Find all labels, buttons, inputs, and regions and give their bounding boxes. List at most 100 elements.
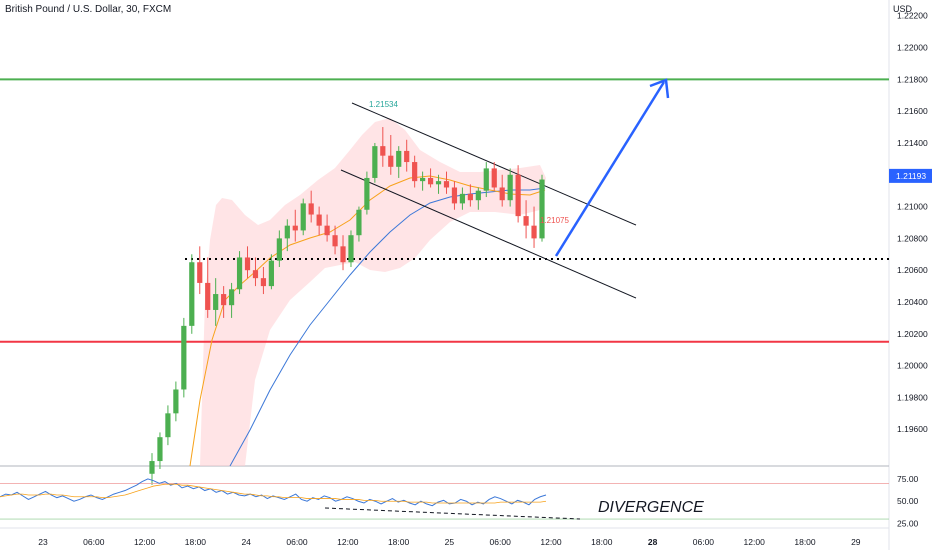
candle-body-12 [244,257,251,271]
candle-body-7 [205,282,211,310]
rsi-signal-line [0,483,547,504]
candle-body-43 [491,168,497,188]
candle-body-28 [372,146,378,178]
low-label: 1.21075 [540,216,569,225]
price-tick-7: 1.20800 [897,233,928,243]
time-tick-10: 12:00 [540,537,562,547]
candle-body-34 [420,177,426,182]
candle-body-40 [467,193,473,201]
candle-body-47 [523,216,529,226]
price-tick-6: 1.21000 [897,202,928,212]
time-tick-13: 06:00 [693,537,715,547]
price-tick-11: 1.20000 [897,361,928,371]
price-tick-10: 1.20200 [897,329,928,339]
candle-body-14 [260,278,267,287]
projection-arrow-shaft [554,81,666,257]
candle-body-27 [364,177,370,210]
candle-body-20 [308,203,314,215]
candle-body-31 [396,150,402,167]
rsi-pane: 75.00 50.00 25.00 DIVERGENCE [0,474,919,529]
price-tick-8: 1.20600 [897,265,928,275]
chart-title: British Pound / U.S. Dollar, 30, FXCM [5,4,172,15]
time-tick-15: 18:00 [794,537,816,547]
price-tick-2: 1.21800 [897,74,928,84]
candle-body-39 [459,193,466,204]
channel-lower-line [340,169,637,299]
candle-body-10 [228,289,235,306]
rsi-line [0,478,547,507]
candles [149,127,545,485]
time-tick-4: 24 [241,537,251,547]
candle-body-44 [499,187,505,201]
candle-body-15 [268,260,274,287]
time-tick-8: 25 [445,537,455,547]
candle-body-17 [284,225,290,239]
candle-body-8 [213,294,219,310]
time-tick-14: 12:00 [744,537,766,547]
rsi-tick-1: 50.00 [897,496,919,506]
candle-body-1 [157,437,163,462]
currency-label: USD [892,4,912,14]
candle-body-46 [515,174,521,217]
candle-body-18 [292,225,298,231]
candle-body-25 [348,235,354,263]
last-price-label: 1.21193 [896,171,926,181]
candle-body-36 [435,181,442,185]
time-tick-11: 18:00 [591,537,613,547]
candle-body-2 [165,413,171,438]
candle-body-24 [340,246,346,263]
candle-body-32 [404,150,410,163]
candle-body-6 [197,262,203,283]
divergence-label: DIVERGENCE [598,499,704,516]
price-tick-4: 1.21400 [897,138,928,148]
last-price-badge [889,168,932,183]
candle-body-37 [443,181,450,188]
candle-body-3 [173,389,179,414]
candle-body-23 [332,235,338,247]
time-axis: 23 06:00 12:00 18:00 24 06:00 12:00 18:00 25 06:0… [38,537,861,547]
time-tick-9: 06:00 [490,537,512,547]
rsi-tick-0: 75.00 [897,474,919,484]
candle-body-0 [149,461,155,474]
price-tick-9: 1.20400 [897,297,928,307]
candle-body-16 [276,238,282,261]
candle-body-5 [189,262,195,326]
volatility-cloud [200,118,546,466]
rsi-tick-2: 25.00 [897,519,919,529]
candle-body-9 [221,294,227,306]
candle-body-48 [531,225,537,239]
candle-body-29 [380,146,386,156]
candle-body-33 [412,162,418,182]
candle-body-21 [316,214,322,226]
time-tick-5: 06:00 [286,537,308,547]
price-tick-1: 1.22000 [897,43,928,53]
candle-body-11 [236,257,243,290]
time-tick-2: 12:00 [134,537,156,547]
candle-body-13 [252,270,259,279]
candle-body-42 [483,168,489,191]
candle-body-38 [451,187,458,204]
candle-body-19 [300,203,306,231]
high-label: 1.21534 [369,100,398,109]
time-tick-6: 12:00 [337,537,359,547]
candle-body-30 [388,155,394,167]
price-tick-12: 1.19800 [897,392,928,402]
time-tick-1: 06:00 [83,537,105,547]
price-axis: 1.222001.220001.218001.216001.214001.212… [897,11,928,435]
price-tick-3: 1.21600 [897,106,928,116]
candle-body-49 [539,179,545,239]
time-tick-3: 18:00 [185,537,207,547]
candle-body-41 [475,190,481,201]
candle-body-35 [427,177,434,185]
candle-body-45 [507,174,513,201]
time-tick-7: 18:00 [388,537,410,547]
candle-body-4 [181,325,187,390]
price-tick-0: 1.22200 [897,11,928,21]
candle-body-22 [324,225,330,236]
divergence-line [324,507,581,520]
time-tick-12: 28 [648,537,658,547]
time-tick-0: 23 [38,537,48,547]
price-tick-13: 1.19600 [897,424,928,434]
candle-body-26 [356,209,362,236]
